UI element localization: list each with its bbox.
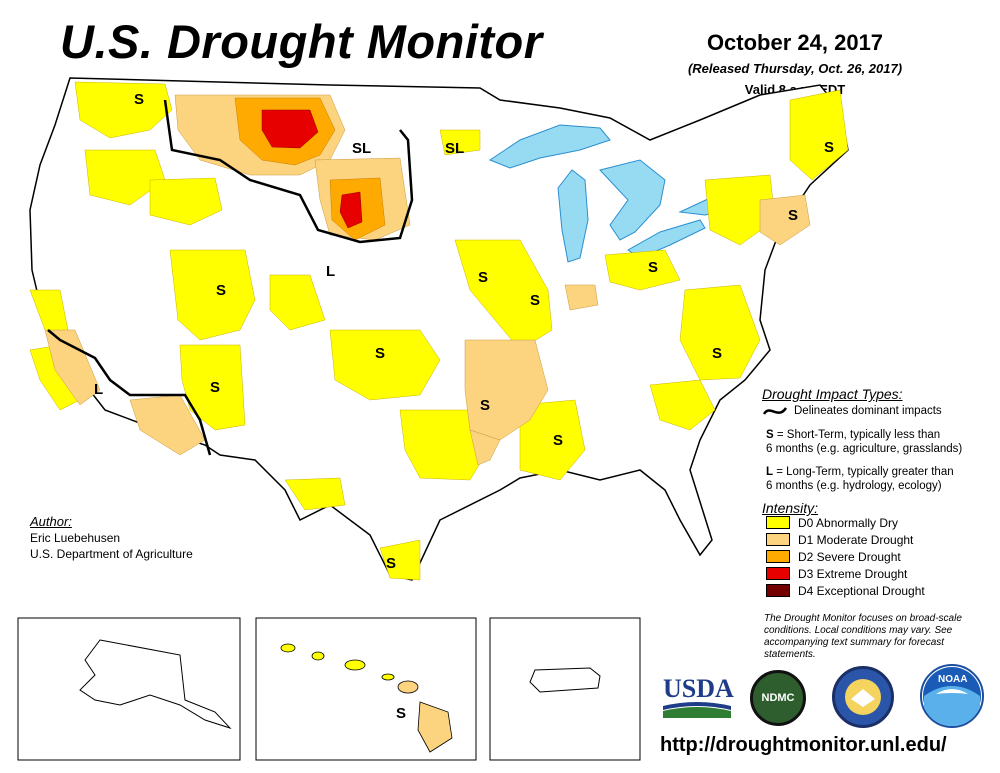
d3-areas — [261, 109, 363, 229]
impact-delineates: Delineates dominant impacts — [794, 405, 942, 417]
map-label-l: L — [326, 263, 335, 280]
usda-logo-mark — [663, 702, 731, 718]
impact-line-symbol — [762, 407, 788, 415]
alaska-shape — [79, 639, 232, 730]
map-label-s: S — [386, 555, 396, 572]
legend-d3: D3 Extreme Drought — [766, 566, 907, 581]
legend-d4: D4 Exceptional Drought — [766, 583, 925, 598]
map-label-s: S — [216, 282, 226, 299]
legend-d0: D0 Abnormally Dry — [766, 515, 898, 530]
map-label-s: S — [530, 292, 540, 309]
swatch-d3 — [766, 567, 790, 580]
impact-labels: S SL SL S S S L S S S S S S L S S S — [94, 91, 834, 572]
map-label-s: S — [375, 345, 385, 362]
noaa-logo[interactable]: NOAA — [920, 664, 984, 728]
map-label-s: S — [788, 207, 798, 224]
website-url[interactable]: http://droughtmonitor.unl.edu/ — [660, 734, 947, 756]
legend-d2: D2 Severe Drought — [766, 549, 901, 564]
ndmc-logo[interactable]: NDMC — [750, 670, 806, 726]
swatch-d0 — [766, 516, 790, 529]
commerce-seal[interactable] — [832, 666, 894, 728]
swatch-d2 — [766, 550, 790, 563]
puerto-rico-shape — [529, 667, 601, 693]
map-label-s: S — [824, 139, 834, 156]
map-date: October 24, 2017 — [706, 30, 884, 55]
map-label-s: S — [480, 397, 490, 414]
map-label-sl: SL — [445, 140, 464, 157]
map-label-s: S — [478, 269, 488, 286]
author-org: U.S. Department of Agriculture — [30, 547, 193, 561]
swatch-d4 — [766, 584, 790, 597]
map-label-l: L — [94, 381, 103, 398]
legend-d1: D1 Moderate Drought — [766, 532, 913, 547]
intensity-title: Intensity: — [762, 500, 819, 516]
usda-logo[interactable]: USDA — [663, 674, 734, 718]
release-date: (Released Thursday, Oct. 26, 2017) — [687, 61, 903, 76]
map-label-s: S — [396, 705, 406, 722]
noaa-bird-icon — [923, 667, 981, 726]
map-label-sl: SL — [352, 140, 371, 157]
impact-lines — [47, 99, 414, 456]
author-heading: Author: — [30, 514, 72, 529]
map-label-s: S — [553, 432, 563, 449]
map-label-s: S — [134, 91, 144, 108]
swatch-d1 — [766, 533, 790, 546]
map-title: U.S. Drought Monitor — [60, 15, 543, 68]
impact-types-title: Drought Impact Types: — [762, 386, 903, 402]
map-label-s: S — [648, 259, 658, 276]
map-label-s: S — [712, 345, 722, 362]
usda-logo-text: USDA — [663, 674, 734, 703]
hawaii-islands — [280, 643, 453, 753]
author-name: Eric Luebehusen — [30, 531, 121, 545]
map-label-s: S — [210, 379, 220, 396]
impact-short-term: S = Short-Term, typically less than 6 mo… — [766, 429, 963, 455]
footnote: The Drought Monitor focuses on broad-sca… — [764, 613, 962, 660]
author-block: Author: Eric Luebehusen U.S. Department … — [30, 514, 193, 562]
impact-long-term: L = Long-Term, typically greater than 6 … — [766, 466, 954, 492]
eagle-icon — [845, 679, 881, 715]
alaska-inset — [17, 617, 241, 761]
d0-areas — [29, 81, 849, 581]
